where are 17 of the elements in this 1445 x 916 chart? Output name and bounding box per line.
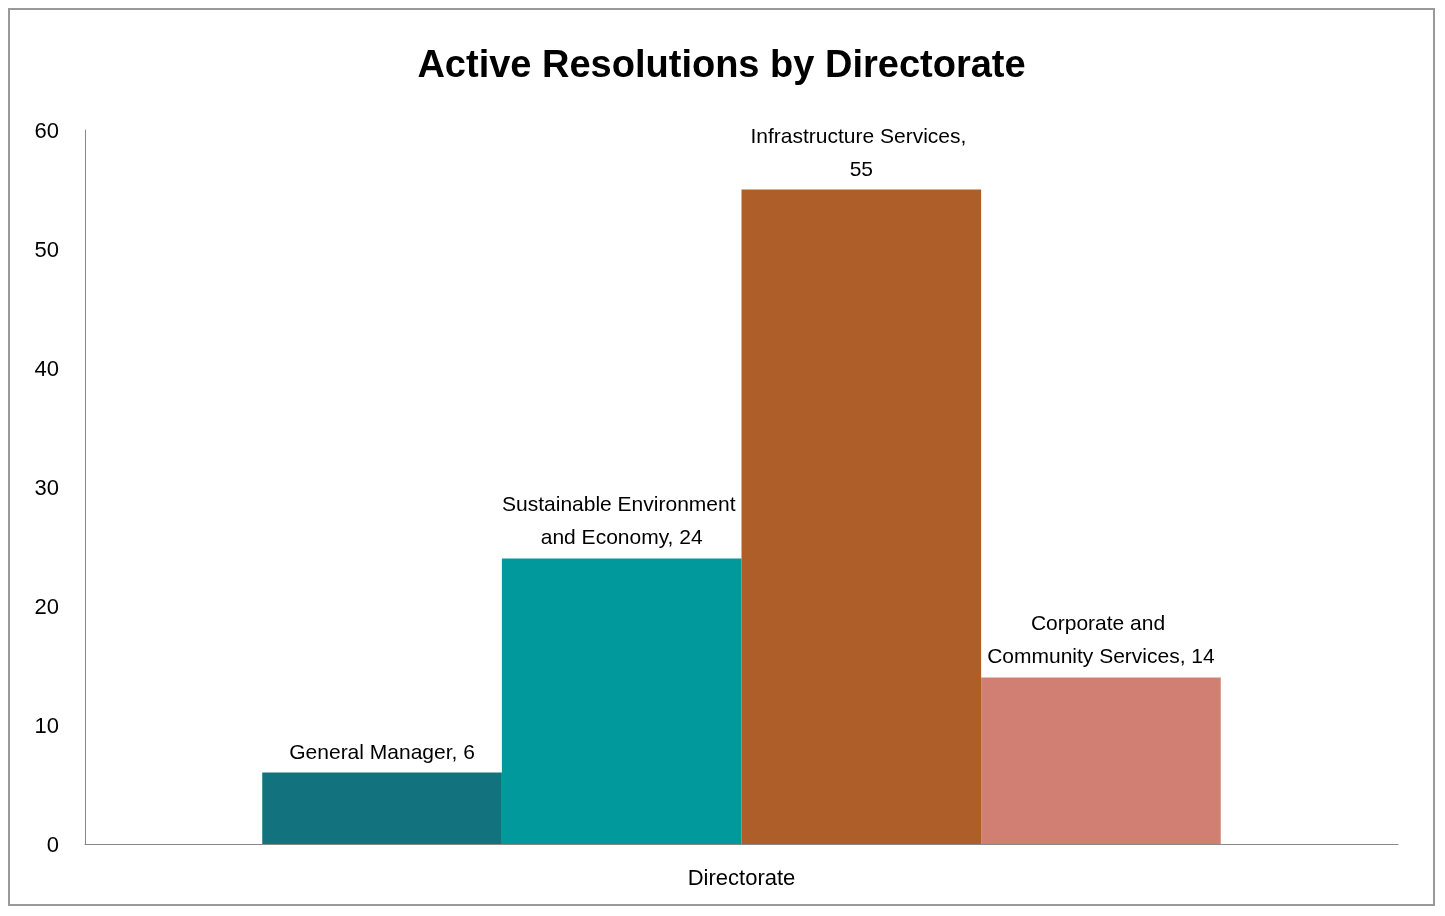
data-label: General Manager, 6 bbox=[289, 739, 475, 763]
y-tick-label: 0 bbox=[46, 831, 59, 857]
bar bbox=[262, 772, 502, 844]
chart-title: Active Resolutions by Directorate bbox=[417, 43, 1026, 85]
data-label: Sustainable Environment and Economy, 24 bbox=[502, 492, 742, 549]
bar bbox=[501, 558, 742, 844]
bar bbox=[981, 677, 1221, 844]
y-tick-label: 60 bbox=[34, 117, 59, 143]
data-label: Corporate and Community Services, 14 bbox=[987, 611, 1216, 668]
x-tick-label: Directorate bbox=[687, 864, 796, 890]
y-tick-label: 50 bbox=[34, 236, 59, 262]
y-tick-label: 40 bbox=[34, 355, 59, 381]
y-tick-label: 20 bbox=[34, 593, 59, 619]
data-label: Infrastructure Services, 55 bbox=[750, 123, 973, 180]
y-tick-label: 10 bbox=[34, 712, 59, 738]
bar bbox=[741, 189, 982, 844]
y-tick-label: 30 bbox=[34, 474, 59, 500]
